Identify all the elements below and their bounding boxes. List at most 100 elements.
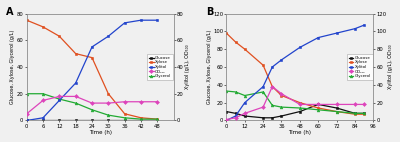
Glucose: [224, 111, 229, 112]
X-axis label: Time (h): Time (h): [89, 130, 112, 135]
Xylose: [233, 41, 238, 43]
OD₅₀₀: [90, 102, 94, 104]
Glycerol: [261, 91, 266, 93]
Xylose: [352, 113, 357, 115]
Line: Xylose: Xylose: [25, 19, 159, 121]
Xylose: [106, 93, 111, 95]
Glucose: [57, 120, 62, 121]
Xylose: [41, 26, 46, 28]
OD₅₀₀: [122, 101, 127, 103]
Glucose: [90, 120, 94, 121]
OD₅₀₀: [224, 119, 229, 120]
Line: Glucose: Glucose: [25, 119, 159, 122]
Y-axis label: Glucose, Xylose, Glycerol (g/L): Glucose, Xylose, Glycerol (g/L): [10, 30, 15, 104]
Xylose: [298, 102, 302, 104]
Xylose: [362, 113, 366, 115]
Glucose: [242, 115, 247, 117]
Line: Xylitol: Xylitol: [25, 19, 159, 122]
Glucose: [298, 111, 302, 112]
Xylose: [242, 48, 247, 50]
Glycerol: [122, 117, 127, 119]
Text: B: B: [206, 7, 213, 17]
Glycerol: [224, 90, 229, 92]
Y-axis label: Xylitol (g/L), OD₅₀₀: Xylitol (g/L), OD₅₀₀: [388, 45, 393, 89]
Xylose: [73, 53, 78, 55]
Glycerol: [270, 105, 275, 106]
Glucose: [261, 117, 266, 119]
Xylose: [90, 57, 94, 59]
Xylitol: [224, 120, 229, 121]
Glycerol: [106, 114, 111, 116]
Glucose: [334, 107, 339, 109]
Xylose: [316, 107, 321, 109]
Line: Xylose: Xylose: [225, 32, 366, 116]
OD₅₀₀: [298, 104, 302, 105]
Xylitol: [362, 24, 366, 26]
OD₅₀₀: [138, 101, 143, 103]
Glycerol: [298, 107, 302, 109]
Xylitol: [24, 120, 29, 121]
Xylitol: [122, 22, 127, 24]
Legend: Glucose, Xylose, Xylitol, OD₅₀₀, Glycerol: Glucose, Xylose, Xylitol, OD₅₀₀, Glycero…: [147, 54, 173, 80]
Line: Glycerol: Glycerol: [225, 90, 366, 115]
Xylose: [24, 19, 29, 21]
Xylitol: [352, 28, 357, 30]
Glucose: [138, 120, 143, 121]
Glucose: [233, 112, 238, 114]
OD₅₀₀: [24, 113, 29, 115]
OD₅₀₀: [334, 104, 339, 105]
Y-axis label: Glucose, Xylose, Glycerol (g/L): Glucose, Xylose, Glycerol (g/L): [207, 30, 212, 104]
Xylose: [57, 35, 62, 37]
Glycerol: [24, 93, 29, 95]
Xylose: [334, 111, 339, 112]
Glucose: [270, 117, 275, 119]
Xylitol: [334, 32, 339, 34]
Xylitol: [298, 47, 302, 48]
Glycerol: [57, 98, 62, 100]
Glycerol: [316, 109, 321, 111]
Line: OD₅₀₀: OD₅₀₀: [225, 85, 366, 121]
OD₅₀₀: [233, 117, 238, 119]
Line: Glucose: Glucose: [225, 103, 366, 119]
Xylitol: [233, 115, 238, 117]
Xylitol: [41, 117, 46, 119]
Glycerol: [73, 102, 78, 104]
Xylose: [279, 95, 284, 96]
Glucose: [155, 120, 160, 121]
OD₅₀₀: [242, 112, 247, 114]
OD₅₀₀: [279, 93, 284, 95]
Glucose: [73, 120, 78, 121]
OD₅₀₀: [57, 96, 62, 97]
OD₅₀₀: [362, 104, 366, 105]
Glycerol: [41, 93, 46, 95]
X-axis label: Time (h): Time (h): [288, 130, 311, 135]
OD₅₀₀: [41, 100, 46, 101]
Xylose: [224, 32, 229, 34]
OD₅₀₀: [155, 101, 160, 103]
Xylitol: [261, 86, 266, 87]
Xylose: [155, 118, 160, 120]
Line: OD₅₀₀: OD₅₀₀: [25, 95, 159, 115]
Legend: Glucose, Xylose, Xylitol, OD₅₀₀, Glycerol: Glucose, Xylose, Xylitol, OD₅₀₀, Glycero…: [347, 54, 372, 80]
Glucose: [316, 104, 321, 105]
Glucose: [41, 120, 46, 121]
Glycerol: [90, 109, 94, 111]
Glycerol: [279, 106, 284, 108]
Xylitol: [316, 37, 321, 38]
Xylitol: [73, 82, 78, 84]
Glycerol: [362, 112, 366, 114]
Text: A: A: [6, 7, 14, 17]
Glucose: [279, 115, 284, 117]
Line: Xylitol: Xylitol: [225, 24, 366, 122]
Xylitol: [279, 59, 284, 61]
Xylose: [138, 117, 143, 119]
OD₅₀₀: [106, 102, 111, 104]
Xylitol: [155, 19, 160, 21]
Xylose: [270, 86, 275, 87]
Xylose: [122, 113, 127, 115]
OD₅₀₀: [316, 104, 321, 105]
Line: Glycerol: Glycerol: [25, 92, 159, 121]
Glucose: [362, 112, 366, 114]
Xylitol: [270, 66, 275, 68]
Glycerol: [242, 95, 247, 96]
